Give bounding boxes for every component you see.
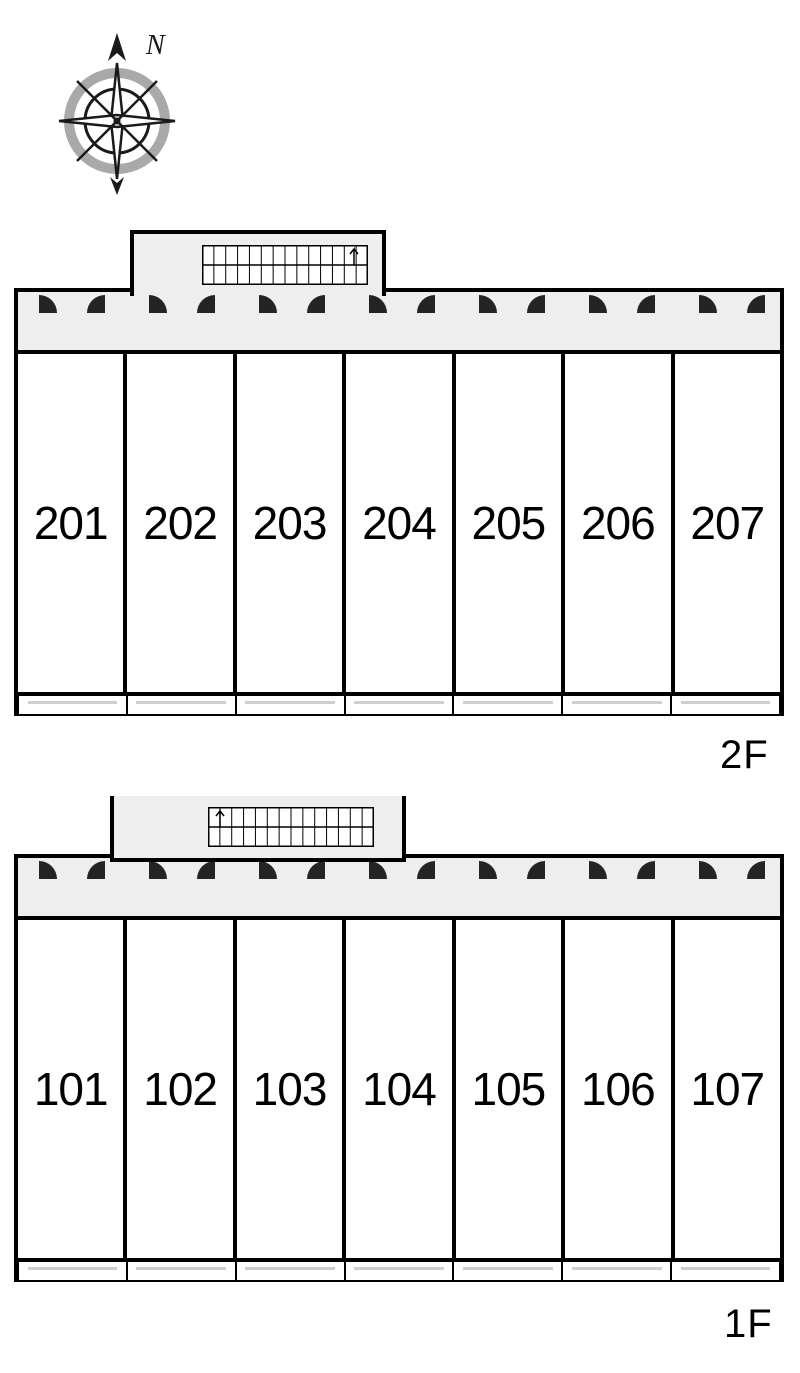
- balcony: [344, 696, 453, 716]
- door-swing-icon: [304, 858, 326, 916]
- door-swing-icon: [524, 292, 546, 350]
- unit-number: 207: [690, 496, 764, 550]
- balcony: [126, 1262, 235, 1282]
- unit-cell: 204: [346, 350, 455, 692]
- door-swing-icon: [634, 858, 656, 916]
- compass-svg: N: [42, 26, 192, 196]
- door-swing-icon: [258, 292, 280, 350]
- door-swing-icon: [148, 292, 170, 350]
- door-swing-icon: [478, 858, 500, 916]
- corridor: [14, 288, 784, 350]
- unit-cell: 202: [127, 350, 236, 692]
- unit-number: 106: [581, 1062, 655, 1116]
- balcony: [452, 1262, 561, 1282]
- unit-cell: 107: [675, 916, 780, 1258]
- door-swing-icon: [698, 292, 720, 350]
- door-swing-icon: [38, 292, 60, 350]
- floorplan-2f: 201 202 203 204 205 206 207: [14, 288, 784, 716]
- door-swing-icon: [478, 292, 500, 350]
- stair-enclosure: [110, 796, 406, 862]
- balcony: [344, 1262, 453, 1282]
- unit-number: 101: [34, 1062, 108, 1116]
- door-swing-icon: [588, 858, 610, 916]
- door-swing-icon: [698, 858, 720, 916]
- balcony: [670, 1262, 781, 1282]
- compass-north-label: N: [145, 30, 166, 61]
- door-swing-icon: [148, 858, 170, 916]
- unit-number: 105: [472, 1062, 546, 1116]
- balcony: [17, 1262, 126, 1282]
- floorplan-1f: 101 102 103 104 105 106 107: [14, 854, 784, 1282]
- door-swing-icon: [414, 858, 436, 916]
- unit-number: 205: [472, 496, 546, 550]
- door-swing-icon: [368, 292, 390, 350]
- door-swing-icon: [194, 292, 216, 350]
- door-swing-icon: [38, 858, 60, 916]
- door-swing-icon: [84, 858, 106, 916]
- unit-number: 204: [362, 496, 436, 550]
- unit-cell: 207: [675, 350, 780, 692]
- unit-number: 102: [143, 1062, 217, 1116]
- unit-cell: 105: [456, 916, 565, 1258]
- staircase-icon: [208, 807, 374, 852]
- balcony: [561, 1262, 670, 1282]
- unit-number: 201: [34, 496, 108, 550]
- unit-number: 203: [253, 496, 327, 550]
- floor-label-1f: 1F: [724, 1302, 773, 1347]
- unit-cell: 101: [18, 916, 127, 1258]
- unit-number: 104: [362, 1062, 436, 1116]
- unit-cell: 205: [456, 350, 565, 692]
- unit-cell: 201: [18, 350, 127, 692]
- door-swing-icon: [304, 292, 326, 350]
- balcony: [126, 696, 235, 716]
- corridor: [14, 854, 784, 916]
- door-swing-icon: [524, 858, 546, 916]
- floor-label-2f: 2F: [720, 733, 769, 778]
- balcony-row: [14, 1262, 784, 1282]
- staircase-icon: [202, 245, 368, 290]
- compass-rose: N: [42, 26, 192, 201]
- unit-cell: 104: [346, 916, 455, 1258]
- unit-cell: 206: [565, 350, 674, 692]
- door-swing-icon: [368, 858, 390, 916]
- unit-row: 101 102 103 104 105 106 107: [14, 916, 784, 1262]
- unit-cell: 103: [237, 916, 346, 1258]
- unit-number: 103: [253, 1062, 327, 1116]
- balcony: [561, 696, 670, 716]
- unit-number: 202: [143, 496, 217, 550]
- unit-cell: 203: [237, 350, 346, 692]
- unit-cell: 102: [127, 916, 236, 1258]
- unit-number: 206: [581, 496, 655, 550]
- stair-enclosure: [130, 230, 386, 296]
- balcony: [17, 696, 126, 716]
- door-swing-icon: [84, 292, 106, 350]
- balcony: [452, 696, 561, 716]
- balcony: [235, 1262, 344, 1282]
- unit-number: 107: [690, 1062, 764, 1116]
- door-swing-icon: [744, 858, 766, 916]
- door-swing-icon: [258, 858, 280, 916]
- balcony-row: [14, 696, 784, 716]
- door-swing-icon: [588, 292, 610, 350]
- door-swing-icon: [414, 292, 436, 350]
- door-swing-icon: [634, 292, 656, 350]
- unit-cell: 106: [565, 916, 674, 1258]
- unit-row: 201 202 203 204 205 206 207: [14, 350, 784, 696]
- balcony: [670, 696, 781, 716]
- door-swing-icon: [194, 858, 216, 916]
- door-swing-icon: [744, 292, 766, 350]
- balcony: [235, 696, 344, 716]
